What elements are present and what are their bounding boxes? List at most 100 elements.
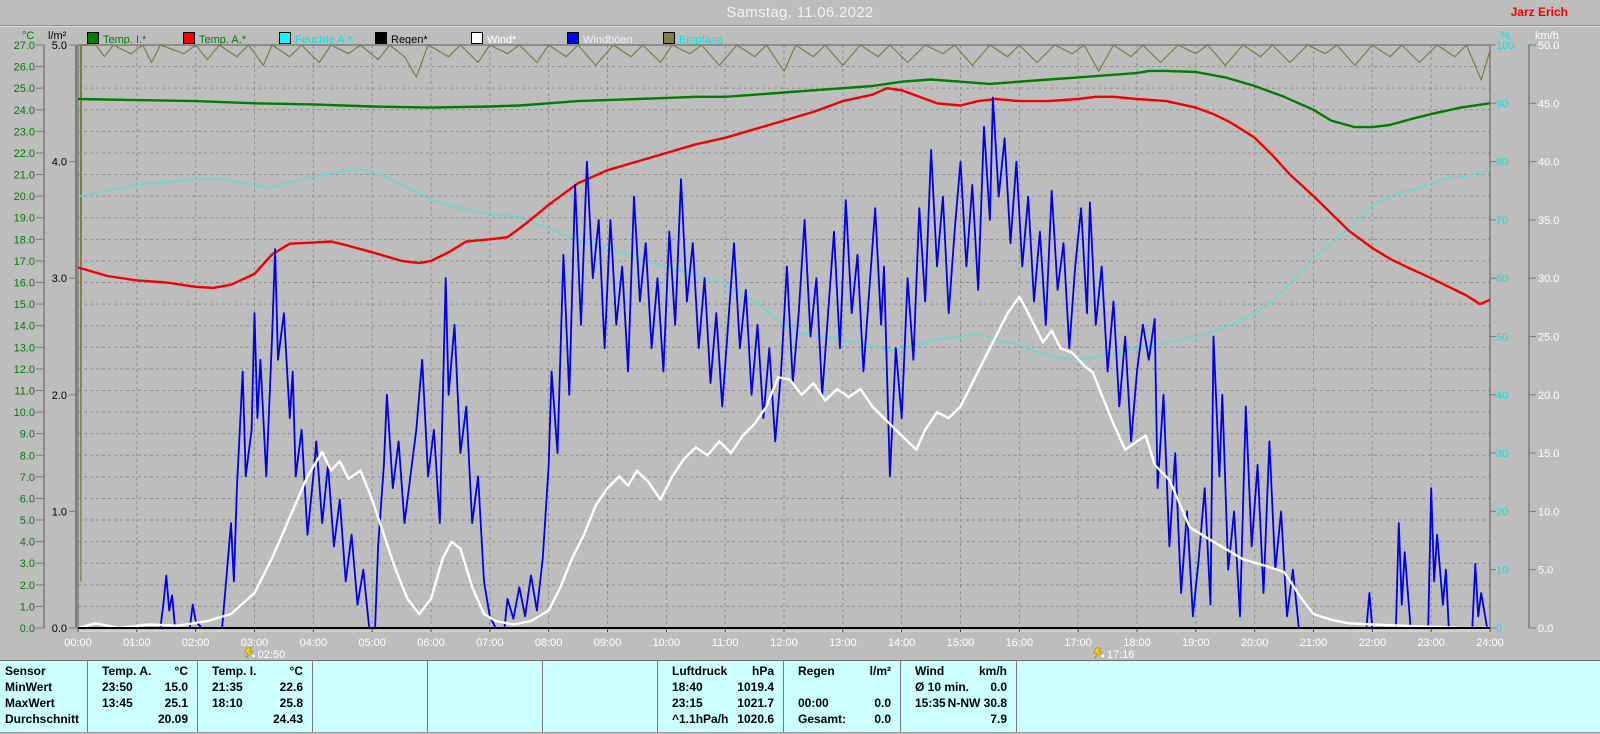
series-temp_a-line [77, 86, 1491, 306]
hum-tick-label: 10 [1496, 565, 1508, 577]
legend-label: Temp. A.* [199, 34, 247, 46]
cell-label: Temp. A. [102, 664, 152, 678]
legend-item-temp-a: Temp. A.* [183, 30, 246, 46]
wind-tick-label: 25.0 [1538, 332, 1559, 344]
temp-axis-unit-label: °C [22, 30, 35, 42]
table-cell: Gesamt: 0.0 [784, 712, 901, 728]
temp-tick-label: 14.0 [14, 321, 35, 333]
hum-tick-label: 80 [1496, 157, 1508, 169]
cell-label: Regen [798, 664, 835, 678]
cell-value: 7.9 [990, 712, 1007, 726]
wind-tick-label: 40.0 [1538, 157, 1559, 169]
cell-value: 20.09 [157, 712, 188, 726]
rain-tick-label: 2.0 [52, 390, 67, 402]
cell-value: 1020.6 [737, 712, 774, 726]
weather-dot-icon [1100, 653, 1106, 659]
table-column-divider [427, 661, 428, 732]
time-tick-label: 21:00 [1300, 637, 1328, 649]
time-tick-label: 13:00 [829, 637, 857, 649]
divider [0, 26, 1600, 27]
table-cell: 13:45 25.1 [88, 696, 198, 712]
temp-tick-label: 17.0 [14, 256, 35, 268]
cell-label: Luftdruck [672, 664, 728, 678]
temp-tick-label: 20.0 [14, 191, 35, 203]
legend-item-empfang: Empfang [663, 30, 723, 46]
legend-label: Temp. I.* [103, 34, 147, 46]
hum-tick-label: 50 [1496, 332, 1508, 344]
cell-value: N-NW 30.8 [947, 696, 1007, 710]
station-owner-label: Jarz Erich [1510, 5, 1568, 19]
legend-swatch-feuchte-a-icon [279, 32, 291, 44]
cell-label: Gesamt: [798, 712, 847, 726]
temp-tick-label: 0.0 [20, 623, 35, 635]
wind-tick-label: 20.0 [1538, 390, 1559, 402]
weather-dot-icon [251, 653, 257, 659]
table-cell: 15:35 N-NW 30.8 [901, 696, 1017, 712]
cell-value: 1019.4 [737, 680, 774, 694]
divider [0, 25, 1600, 26]
cell-value: l/m² [869, 664, 891, 678]
time-tick-label: 17:00 [1064, 637, 1092, 649]
time-tick-label: 04:00 [300, 637, 328, 649]
time-tick-label: 01:00 [123, 637, 151, 649]
temp-tick-label: 12.0 [14, 364, 35, 376]
cell-label: ^1.1hPa/h [672, 712, 729, 726]
wind-tick-label: 30.0 [1538, 273, 1559, 285]
title-bar: Samstag, 11.06.2022 Jarz Erich [0, 0, 1600, 25]
table-column-divider [197, 661, 198, 732]
temp-tick-label: 5.0 [20, 515, 35, 527]
wind-tick-label: 5.0 [1538, 565, 1553, 577]
rain-tick-label: 5.0 [52, 40, 67, 52]
temp-tick-label: 22.0 [14, 148, 35, 160]
table-row-header: MinWert [5, 680, 53, 694]
legend-swatch-windboeen-icon [567, 32, 579, 44]
table-row-header: Durchschnitt [5, 712, 80, 726]
cell-value: 0.0 [874, 696, 891, 710]
temp-tick-label: 25.0 [14, 83, 35, 95]
time-tick-label: 05:00 [358, 637, 386, 649]
hum-tick-label: 90 [1496, 98, 1508, 110]
legend-swatch-wind-icon [471, 32, 483, 44]
rain-tick-label: 4.0 [52, 157, 67, 169]
table-column-header: Wind km/h [901, 664, 1017, 680]
table-cell: 00:00 0.0 [784, 696, 901, 712]
cell-value: 22.6 [279, 680, 303, 694]
temp-tick-label: 24.0 [14, 105, 35, 117]
cell-value: °C [289, 664, 303, 678]
table-cell: 24.43 [198, 712, 313, 728]
temp-tick-label: 9.0 [20, 429, 35, 441]
wind-tick-label: 10.0 [1538, 506, 1559, 518]
page-title: Samstag, 11.06.2022 [726, 4, 874, 21]
legend-swatch-temp-a-icon [183, 32, 195, 44]
legend-label: Windböen [583, 34, 633, 46]
legend-swatch-temp-i-icon [87, 32, 99, 44]
temp-tick-label: 10.0 [14, 407, 35, 419]
cell-label: 13:45 [102, 696, 133, 710]
table-column-divider [312, 661, 313, 732]
temp-tick-label: 4.0 [20, 537, 35, 549]
temp-tick-label: 8.0 [20, 450, 35, 462]
statistics-table: Sensor MinWert MaxWert Durchschnitt Temp. A.… [0, 660, 1600, 733]
table-cell: 23:50 15.0 [88, 680, 198, 696]
rain-tick-label: 3.0 [52, 273, 67, 285]
legend-item-wind: Wind* [471, 30, 516, 46]
table-cell: 18:40 1019.4 [658, 680, 784, 696]
table-column-header: Luftdruck hPa [658, 664, 784, 680]
temp-tick-label: 19.0 [14, 213, 35, 225]
table-column-header: Temp. A. °C [88, 664, 198, 680]
temp-tick-label: 26.0 [14, 62, 35, 74]
time-tick-label: 02:00 [182, 637, 210, 649]
cell-label: 00:00 [798, 696, 829, 710]
hum-tick-label: 0 [1496, 623, 1502, 635]
legend-item-windboeen: Windböen [567, 30, 633, 46]
table-row-header: MaxWert [5, 696, 55, 710]
cell-value: °C [174, 664, 188, 678]
time-tick-label: 11:00 [712, 637, 739, 649]
table-cell: Ø 10 min. 0.0 [901, 680, 1017, 696]
rain-tick-label: 0.0 [52, 623, 67, 635]
cell-label: Temp. I. [212, 664, 257, 678]
temp-tick-label: 15.0 [14, 299, 35, 311]
lightning-icon [244, 647, 254, 659]
table-cell: 23:15 1021.7 [658, 696, 784, 712]
